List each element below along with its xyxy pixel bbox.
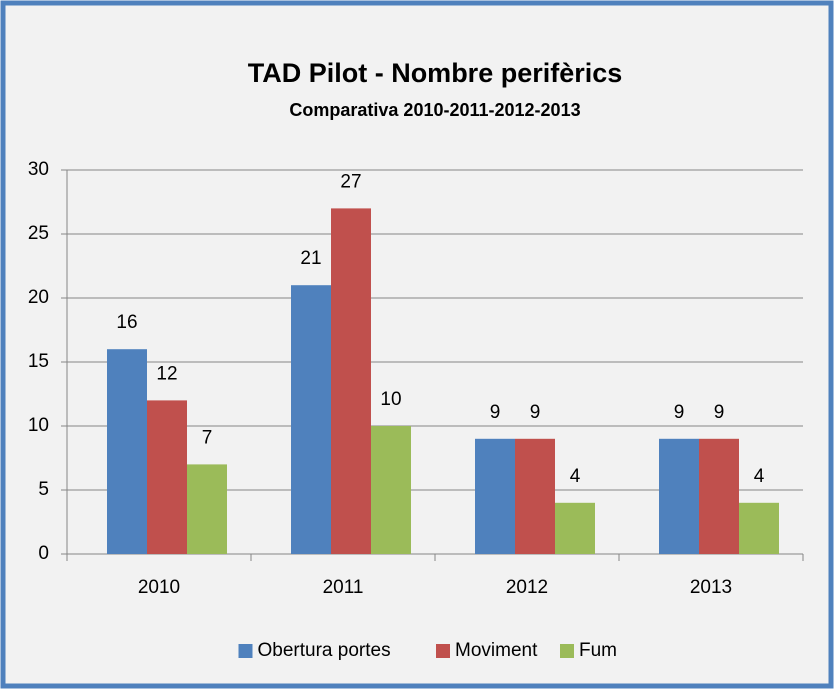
data-label: 9 (714, 402, 725, 423)
bar (739, 502, 779, 554)
x-tick-label: 2013 (690, 577, 732, 598)
bar (187, 464, 227, 554)
data-label: 9 (530, 402, 541, 423)
bar (699, 438, 739, 554)
data-label: 4 (754, 466, 765, 487)
y-tick-label: 15 (28, 351, 49, 372)
bar (659, 438, 699, 554)
y-tick-label: 10 (28, 415, 49, 436)
data-label: 10 (380, 389, 401, 410)
legend-label: Obertura portes (258, 640, 391, 661)
legend-swatch (238, 644, 253, 658)
data-label: 9 (674, 402, 685, 423)
legend-label: Moviment (455, 640, 538, 661)
data-label: 16 (116, 312, 137, 333)
bar (107, 349, 147, 554)
bar (555, 502, 595, 554)
legend-label: Fum (579, 640, 617, 661)
bar (371, 426, 411, 554)
data-label: 21 (300, 248, 321, 269)
bar (291, 285, 331, 554)
chart-title: TAD Pilot - Nombre perifèrics (248, 58, 623, 88)
y-tick-label: 5 (38, 479, 49, 500)
data-label: 27 (340, 171, 361, 192)
data-label: 9 (490, 402, 501, 423)
x-tick-label: 2010 (138, 577, 180, 598)
data-label: 7 (202, 427, 213, 448)
y-tick-label: 0 (38, 543, 49, 564)
bar (331, 208, 371, 554)
y-tick-label: 25 (28, 223, 49, 244)
legend-swatch (436, 644, 450, 658)
bar (515, 438, 555, 554)
chart-subtitle: Comparativa 2010-2011-2012-2013 (289, 100, 580, 120)
x-tick-label: 2012 (506, 577, 548, 598)
data-label: 4 (570, 466, 581, 487)
y-tick-label: 30 (28, 159, 49, 180)
bar (147, 400, 187, 554)
bar (475, 438, 515, 554)
y-tick-label: 20 (28, 287, 49, 308)
data-label: 12 (156, 363, 177, 384)
legend-swatch (560, 644, 574, 658)
x-tick-label: 2011 (323, 577, 364, 598)
